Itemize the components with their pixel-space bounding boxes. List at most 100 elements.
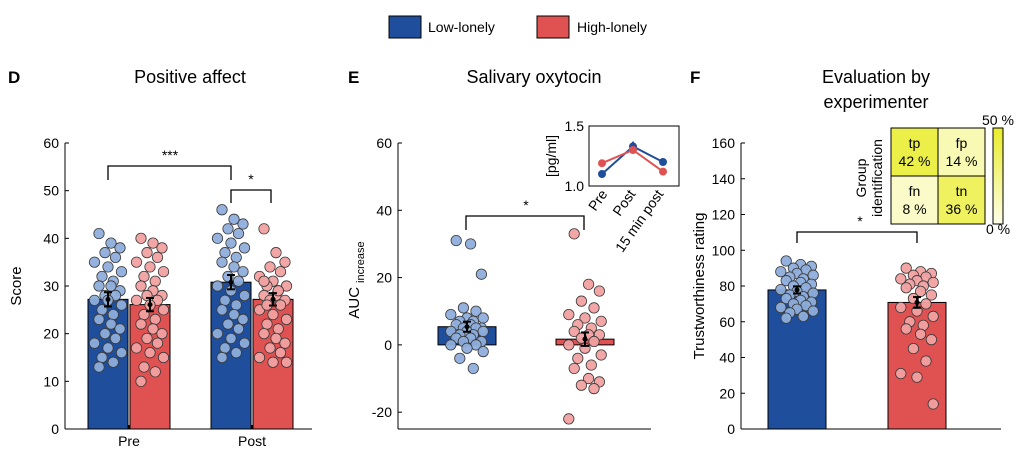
point-high — [147, 323, 159, 335]
point-low — [237, 266, 249, 278]
panel-label-e: E — [348, 68, 359, 87]
point-high — [151, 251, 164, 263]
d-sig-bracket-1 — [107, 165, 232, 180]
point-high — [267, 308, 279, 321]
point-low — [115, 299, 128, 311]
ylabel-d: Score — [8, 266, 25, 305]
point-high — [149, 366, 161, 378]
e-sig-label: * — [523, 197, 529, 213]
point-low — [115, 266, 128, 278]
point-low — [114, 242, 126, 254]
point-low — [230, 347, 242, 359]
point-high — [151, 337, 164, 349]
point-high — [927, 398, 939, 410]
d-yticks: 0 10 20 30 40 50 60 — [43, 135, 69, 437]
point-high — [568, 228, 580, 240]
point-low — [216, 204, 228, 216]
point-high — [267, 356, 279, 368]
point-high — [261, 318, 273, 330]
point-low — [109, 332, 122, 345]
point-high — [149, 275, 161, 287]
ytick-label: 120 — [712, 207, 736, 223]
e-inset-ytick-high: 1.5 — [565, 118, 585, 134]
errorbar-high-mean — [147, 302, 153, 308]
ytick-label: 20 — [376, 270, 392, 286]
point-high — [895, 367, 907, 380]
inset-line-low-point — [598, 170, 606, 178]
point-high — [927, 276, 939, 289]
point-high — [588, 383, 600, 395]
point-low — [93, 280, 105, 292]
point-high — [135, 318, 147, 330]
point-high — [130, 294, 143, 306]
point-high — [575, 295, 588, 307]
point-high — [157, 304, 170, 316]
point-high — [258, 223, 270, 235]
point-low — [93, 361, 105, 373]
f-yticks: 0 20 40 60 80 100 120 140 160 — [712, 135, 745, 437]
point-low — [99, 247, 111, 259]
point-low — [222, 223, 234, 235]
title-f-line1: Evaluation by — [822, 67, 930, 87]
point-high — [572, 352, 584, 364]
point-low — [237, 313, 249, 325]
ytick-label: -20 — [372, 404, 392, 420]
point-high — [279, 256, 291, 268]
point-low — [109, 251, 122, 263]
point-low — [807, 305, 819, 317]
point-low — [238, 289, 251, 302]
point-high — [595, 349, 607, 361]
point-high — [907, 342, 920, 355]
cm-cell-label: fn — [909, 183, 921, 199]
point-low — [222, 318, 234, 330]
point-high — [925, 334, 938, 346]
f-sig-bracket — [796, 231, 918, 243]
point-high — [157, 266, 170, 278]
d-xlabel-post: Post — [238, 433, 266, 449]
e-inset: 1.5 1.0 [pg/ml] Pre Post 15 min post — [543, 118, 680, 255]
point-low — [454, 352, 466, 364]
point-high — [138, 361, 150, 373]
ytick-label: 40 — [719, 350, 735, 366]
point-high — [895, 301, 907, 314]
legend-swatch-low — [388, 15, 422, 39]
point-low — [238, 337, 251, 349]
point-low — [102, 342, 114, 354]
point-low — [225, 237, 237, 249]
point-low — [232, 323, 245, 335]
point-low — [230, 251, 242, 263]
f-inset-confusion-matrix: tp 42 % fp 14 % fn 8 % tn 36 % — [890, 127, 986, 225]
point-high — [575, 379, 588, 391]
point-high — [595, 315, 607, 327]
point-low — [211, 328, 224, 340]
point-high — [900, 323, 912, 335]
point-high — [568, 325, 580, 338]
inset-line-high-point — [598, 159, 606, 168]
point-high — [593, 285, 606, 297]
point-low — [219, 247, 231, 259]
point-low — [216, 351, 228, 364]
d-xlabel-pre: Pre — [118, 433, 140, 449]
point-low — [450, 234, 462, 247]
f-inset-colorbar-min: 0 % — [986, 221, 1010, 237]
ylabel-e-main: AUC — [346, 287, 363, 319]
point-high — [914, 328, 927, 340]
panel-e: -20 0 20 40 60 * 1.5 1.0 [pg/ml] Pre Post 15… — [372, 118, 680, 430]
ytick-label: 60 — [376, 135, 392, 151]
point-high — [927, 310, 939, 322]
f-errorbars — [793, 285, 921, 309]
point-high — [253, 351, 266, 364]
point-low — [445, 339, 457, 351]
f-inset-colorbar-max: 50 % — [982, 112, 1014, 128]
ytick-label: 60 — [719, 314, 735, 330]
point-low — [102, 261, 114, 273]
errorbar-high-mean — [914, 299, 920, 305]
point-high — [156, 242, 168, 254]
point-low — [96, 270, 108, 283]
cm-cell-fp — [937, 127, 986, 177]
f-inset-colorbar — [992, 127, 1004, 225]
point-low — [114, 323, 126, 335]
point-low — [88, 256, 101, 268]
cm-cell-value: 36 % — [946, 201, 978, 217]
cm-cell-value: 14 % — [946, 153, 978, 169]
